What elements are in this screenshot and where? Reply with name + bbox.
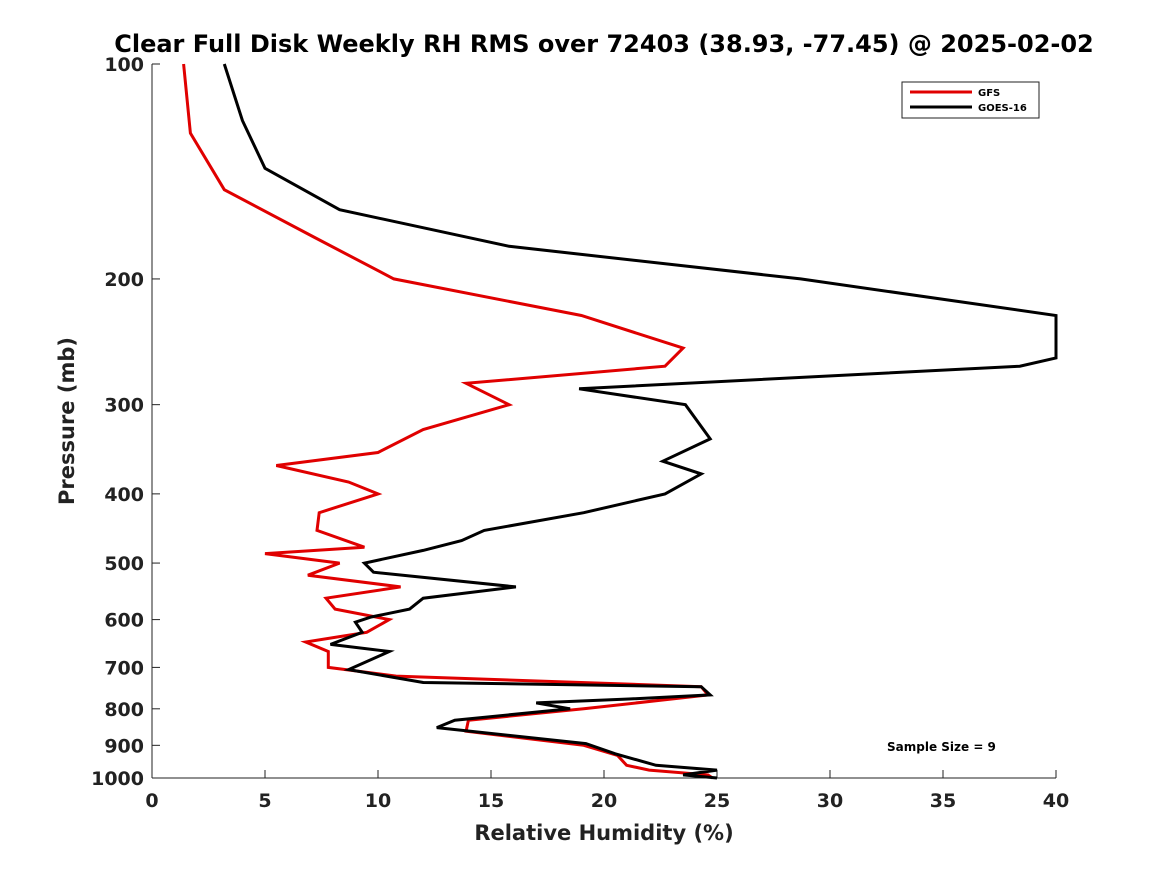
y-axis-label: Pressure (mb) bbox=[55, 337, 79, 505]
series-layer bbox=[182, 63, 1058, 780]
x-tick-label: 25 bbox=[704, 790, 730, 812]
x-tick-group: 0 5 10 15 20 25 30 35 40 bbox=[145, 770, 1069, 812]
x-tick-label: 5 bbox=[258, 790, 271, 812]
x-tick-label: 10 bbox=[365, 790, 391, 812]
sample-size-annotation: Sample Size = 9 bbox=[887, 740, 996, 754]
x-tick-label: 35 bbox=[930, 790, 956, 812]
series-line-gfs bbox=[182, 63, 714, 780]
x-tick-label: 15 bbox=[478, 790, 504, 812]
y-tick-label: 700 bbox=[104, 657, 144, 679]
y-tick-label: 400 bbox=[104, 484, 144, 506]
y-tick-label: 600 bbox=[104, 610, 144, 632]
series-line-goes-16 bbox=[222, 63, 1058, 780]
x-tick-label: 0 bbox=[145, 790, 158, 812]
legend-label-gfs: GFS bbox=[978, 88, 1000, 99]
x-tick-label: 40 bbox=[1043, 790, 1069, 812]
axes bbox=[151, 64, 1056, 779]
y-tick-label: 200 bbox=[104, 269, 144, 291]
y-tick-label: 900 bbox=[104, 735, 144, 757]
x-tick-label: 30 bbox=[817, 790, 843, 812]
y-tick-label: 1000 bbox=[91, 768, 144, 790]
y-tick-label: 800 bbox=[104, 699, 144, 721]
legend-label-goes-16: GOES-16 bbox=[978, 103, 1027, 114]
y-tick-label: 100 bbox=[104, 54, 144, 76]
chart-title: Clear Full Disk Weekly RH RMS over 72403… bbox=[114, 30, 1094, 58]
y-tick-label: 300 bbox=[104, 395, 144, 417]
y-tick-group: 100 200 300 400 500 600 700 800 900 1000 bbox=[91, 54, 160, 790]
x-axis-label: Relative Humidity (%) bbox=[474, 821, 733, 845]
y-tick-label: 500 bbox=[104, 553, 144, 575]
legend-box bbox=[901, 81, 1040, 119]
x-tick-label: 20 bbox=[591, 790, 617, 812]
legend: GFS GOES-16 bbox=[901, 81, 1040, 119]
